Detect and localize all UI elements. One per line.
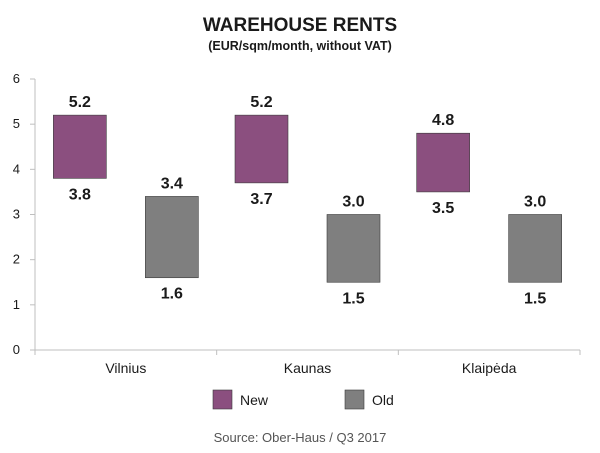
chart-subtitle: (EUR/sqm/month, without VAT) — [208, 39, 392, 53]
data-label-low: 1.6 — [161, 286, 183, 303]
data-label-low: 3.8 — [69, 186, 91, 203]
legend-swatch-new — [212, 389, 233, 410]
bar-old-1 — [326, 214, 381, 283]
bar-old-0 — [145, 196, 199, 279]
data-label-low: 3.7 — [250, 191, 272, 208]
y-tick-label: 6 — [13, 71, 20, 86]
bar-new-1 — [234, 114, 289, 184]
x-tick-label: Kaunas — [284, 360, 331, 376]
y-tick-label: 4 — [13, 161, 20, 176]
data-label-low: 1.5 — [342, 290, 364, 307]
data-label-high: 5.2 — [250, 94, 272, 111]
data-label-low: 1.5 — [524, 290, 546, 307]
data-label-high: 4.8 — [432, 112, 454, 129]
legend-swatch-old — [344, 389, 365, 410]
y-tick-label: 3 — [13, 207, 20, 222]
data-labels: 5.2 3.8 5.2 3.7 4.8 3.5 3.4 1.6 3.0 1.5 3.0 1.5 — [69, 94, 547, 307]
data-label-high: 3.0 — [342, 194, 364, 211]
bar-new-0 — [53, 114, 107, 179]
source-note: Source: Ober-Haus / Q3 2017 — [214, 430, 387, 445]
x-tick-label: Vilnius — [105, 360, 146, 376]
y-tick-label: 5 — [13, 116, 20, 131]
legend: New Old — [212, 389, 394, 410]
bars — [53, 114, 562, 283]
bar-new-2 — [416, 132, 470, 193]
bar-old-2 — [508, 214, 562, 283]
data-label-high: 3.0 — [524, 194, 546, 211]
x-tick-label: Klaipėda — [462, 360, 517, 376]
axes: 0 1 2 3 4 5 6 Vilnius Kaunas Klaipėda — [13, 71, 581, 376]
y-tick-label: 0 — [13, 342, 20, 357]
chart-title: WAREHOUSE RENTS — [203, 15, 397, 36]
legend-label-new: New — [240, 392, 269, 408]
y-tick-label: 2 — [13, 252, 20, 267]
legend-label-old: Old — [372, 392, 394, 408]
y-tick-label: 1 — [13, 297, 20, 312]
data-label-high: 3.4 — [161, 175, 183, 192]
data-label-high: 5.2 — [69, 94, 91, 111]
data-label-low: 3.5 — [432, 200, 454, 217]
